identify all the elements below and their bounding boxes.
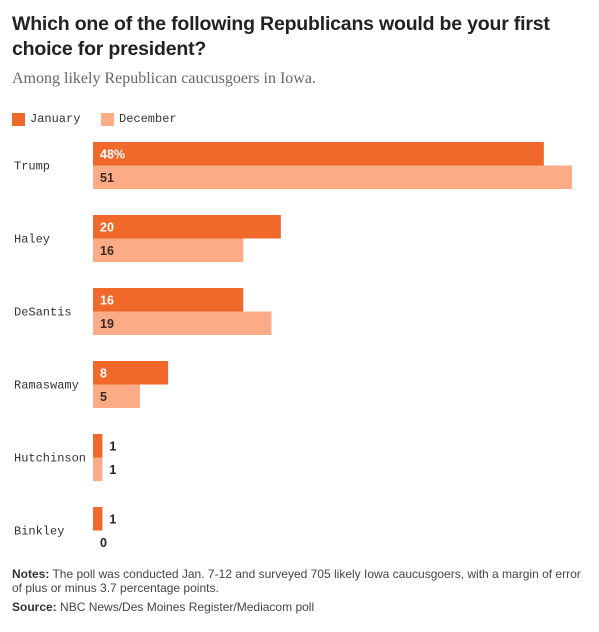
data-label-january-ramaswamy: 8 [100, 366, 107, 380]
bar-january-trump [93, 142, 544, 166]
data-label-december-binkley: 0 [100, 536, 107, 550]
bar-january-ramaswamy [93, 361, 169, 385]
category-label-desantis: DeSantis [14, 306, 72, 320]
legend-label-january: January [30, 112, 81, 126]
bar-january-desantis [93, 288, 244, 312]
bar-january-binkley [93, 507, 103, 531]
source-text: NBC News/Des Moines Register/Mediacom po… [60, 600, 315, 614]
notes-label: Notes: [12, 567, 50, 581]
data-label-january-binkley: 1 [109, 512, 116, 526]
category-label-hutchinson: Hutchinson [14, 452, 86, 466]
data-label-december-trump: 51 [100, 171, 114, 185]
legend-label-december: December [119, 112, 177, 126]
data-label-january-hutchinson: 1 [109, 439, 116, 453]
notes: Notes: The poll was conducted Jan. 7-12 … [12, 567, 587, 595]
data-label-january-haley: 20 [100, 220, 114, 234]
data-label-december-ramaswamy: 5 [100, 390, 107, 404]
bar-january-hutchinson [93, 434, 103, 458]
bar-chart: Trump48%51Haley2016DeSantis1619Ramaswamy… [14, 142, 572, 550]
category-label-trump: Trump [14, 160, 50, 174]
notes-text: The poll was conducted Jan. 7-12 and sur… [12, 567, 581, 595]
category-label-binkley: Binkley [14, 525, 64, 539]
legend-swatch-january [12, 113, 25, 126]
legend-swatch-december [101, 113, 114, 126]
bar-december-desantis [93, 311, 272, 335]
data-label-december-haley: 16 [100, 244, 114, 258]
bar-december-hutchinson [93, 457, 103, 481]
chart-title: Which one of the following Republicans w… [12, 13, 550, 60]
data-label-december-hutchinson: 1 [109, 463, 116, 477]
source: Source: NBC News/Des Moines Register/Med… [12, 600, 587, 614]
data-label-december-desantis: 19 [100, 317, 114, 331]
bar-january-haley [93, 215, 281, 239]
category-label-ramaswamy: Ramaswamy [14, 379, 79, 393]
data-label-january-desantis: 16 [100, 293, 114, 307]
data-label-january-trump: 48% [100, 147, 125, 161]
bar-december-trump [93, 165, 572, 189]
chart-subtitle: Among likely Republican caucusgoers in I… [12, 70, 316, 87]
bar-december-ramaswamy [93, 384, 140, 408]
source-label: Source: [12, 600, 57, 614]
bar-december-haley [93, 238, 244, 262]
category-label-haley: Haley [14, 233, 50, 247]
